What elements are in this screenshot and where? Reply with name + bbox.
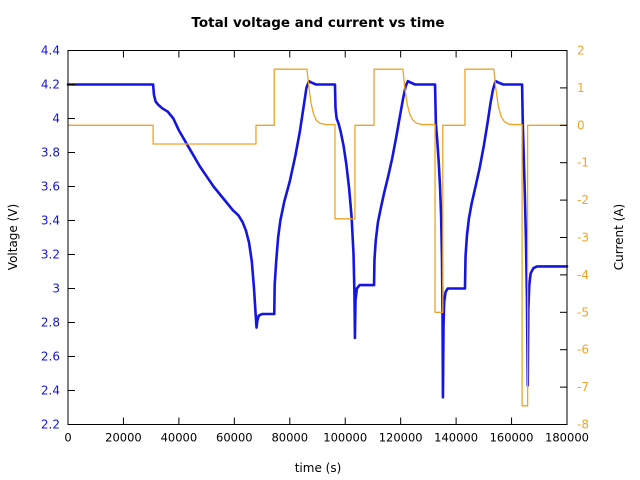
y-left-tick-label: 2.4	[41, 384, 60, 398]
x-tick-label: 140000	[434, 431, 478, 445]
x-tick-label: 80000	[271, 431, 308, 445]
y-left-tick-label: 3	[52, 282, 60, 296]
plot-frame	[67, 50, 568, 425]
y-left-tick-label: 2.2	[41, 418, 60, 432]
x-tick-label: 60000	[216, 431, 253, 445]
y-right-tick-label: -4	[577, 268, 589, 282]
x-tick-label: 120000	[379, 431, 423, 445]
y-right-tick-label: -3	[577, 231, 589, 245]
x-tick-label: 20000	[105, 431, 142, 445]
x-axis-label: time (s)	[295, 461, 342, 475]
y-left-tick-label: 3.8	[41, 146, 60, 160]
left-axis-label: Voltage (V)	[6, 204, 20, 270]
y-left-tick-label: 3.2	[41, 248, 60, 262]
chart-title: Total voltage and current vs time	[191, 15, 444, 31]
y-right-tick-label: -6	[577, 343, 589, 357]
x-tick-label: 0	[64, 431, 71, 445]
x-tick-label: 100000	[323, 431, 367, 445]
y-left-tick-label: 4.4	[41, 44, 60, 58]
y-left-tick-label: 3.4	[41, 214, 60, 228]
y-right-tick-label: -7	[577, 380, 589, 394]
y-left-tick-label: 2.6	[41, 350, 60, 364]
current-line	[67, 68, 568, 407]
plot-border	[67, 50, 568, 425]
y-left-tick-label: 2.8	[41, 316, 60, 330]
y-right-tick-label: -2	[577, 193, 589, 207]
y-right-tick-label: 2	[577, 44, 585, 58]
x-tick-label: 160000	[490, 431, 534, 445]
x-tick-label: 180000	[545, 431, 589, 445]
voltage-line	[66, 79, 569, 399]
y-right-tick-label: -1	[577, 156, 589, 170]
y-right-tick-label: 0	[577, 118, 585, 132]
tick-labels: 0 20000 40000 60000 80000 100000 120000 140000 1…	[41, 44, 589, 445]
right-axis-label: Current (A)	[612, 204, 626, 270]
axis-ticks	[67, 50, 568, 425]
y-left-tick-label: 4.2	[41, 78, 60, 92]
x-tick-label: 40000	[161, 431, 198, 445]
y-right-tick-label: 1	[577, 81, 585, 95]
data-series	[66, 68, 569, 407]
y-left-tick-label: 4	[52, 112, 60, 126]
y-left-tick-label: 3.6	[41, 180, 60, 194]
y-right-tick-label: -8	[577, 418, 589, 432]
y-right-tick-label: -5	[577, 305, 589, 319]
